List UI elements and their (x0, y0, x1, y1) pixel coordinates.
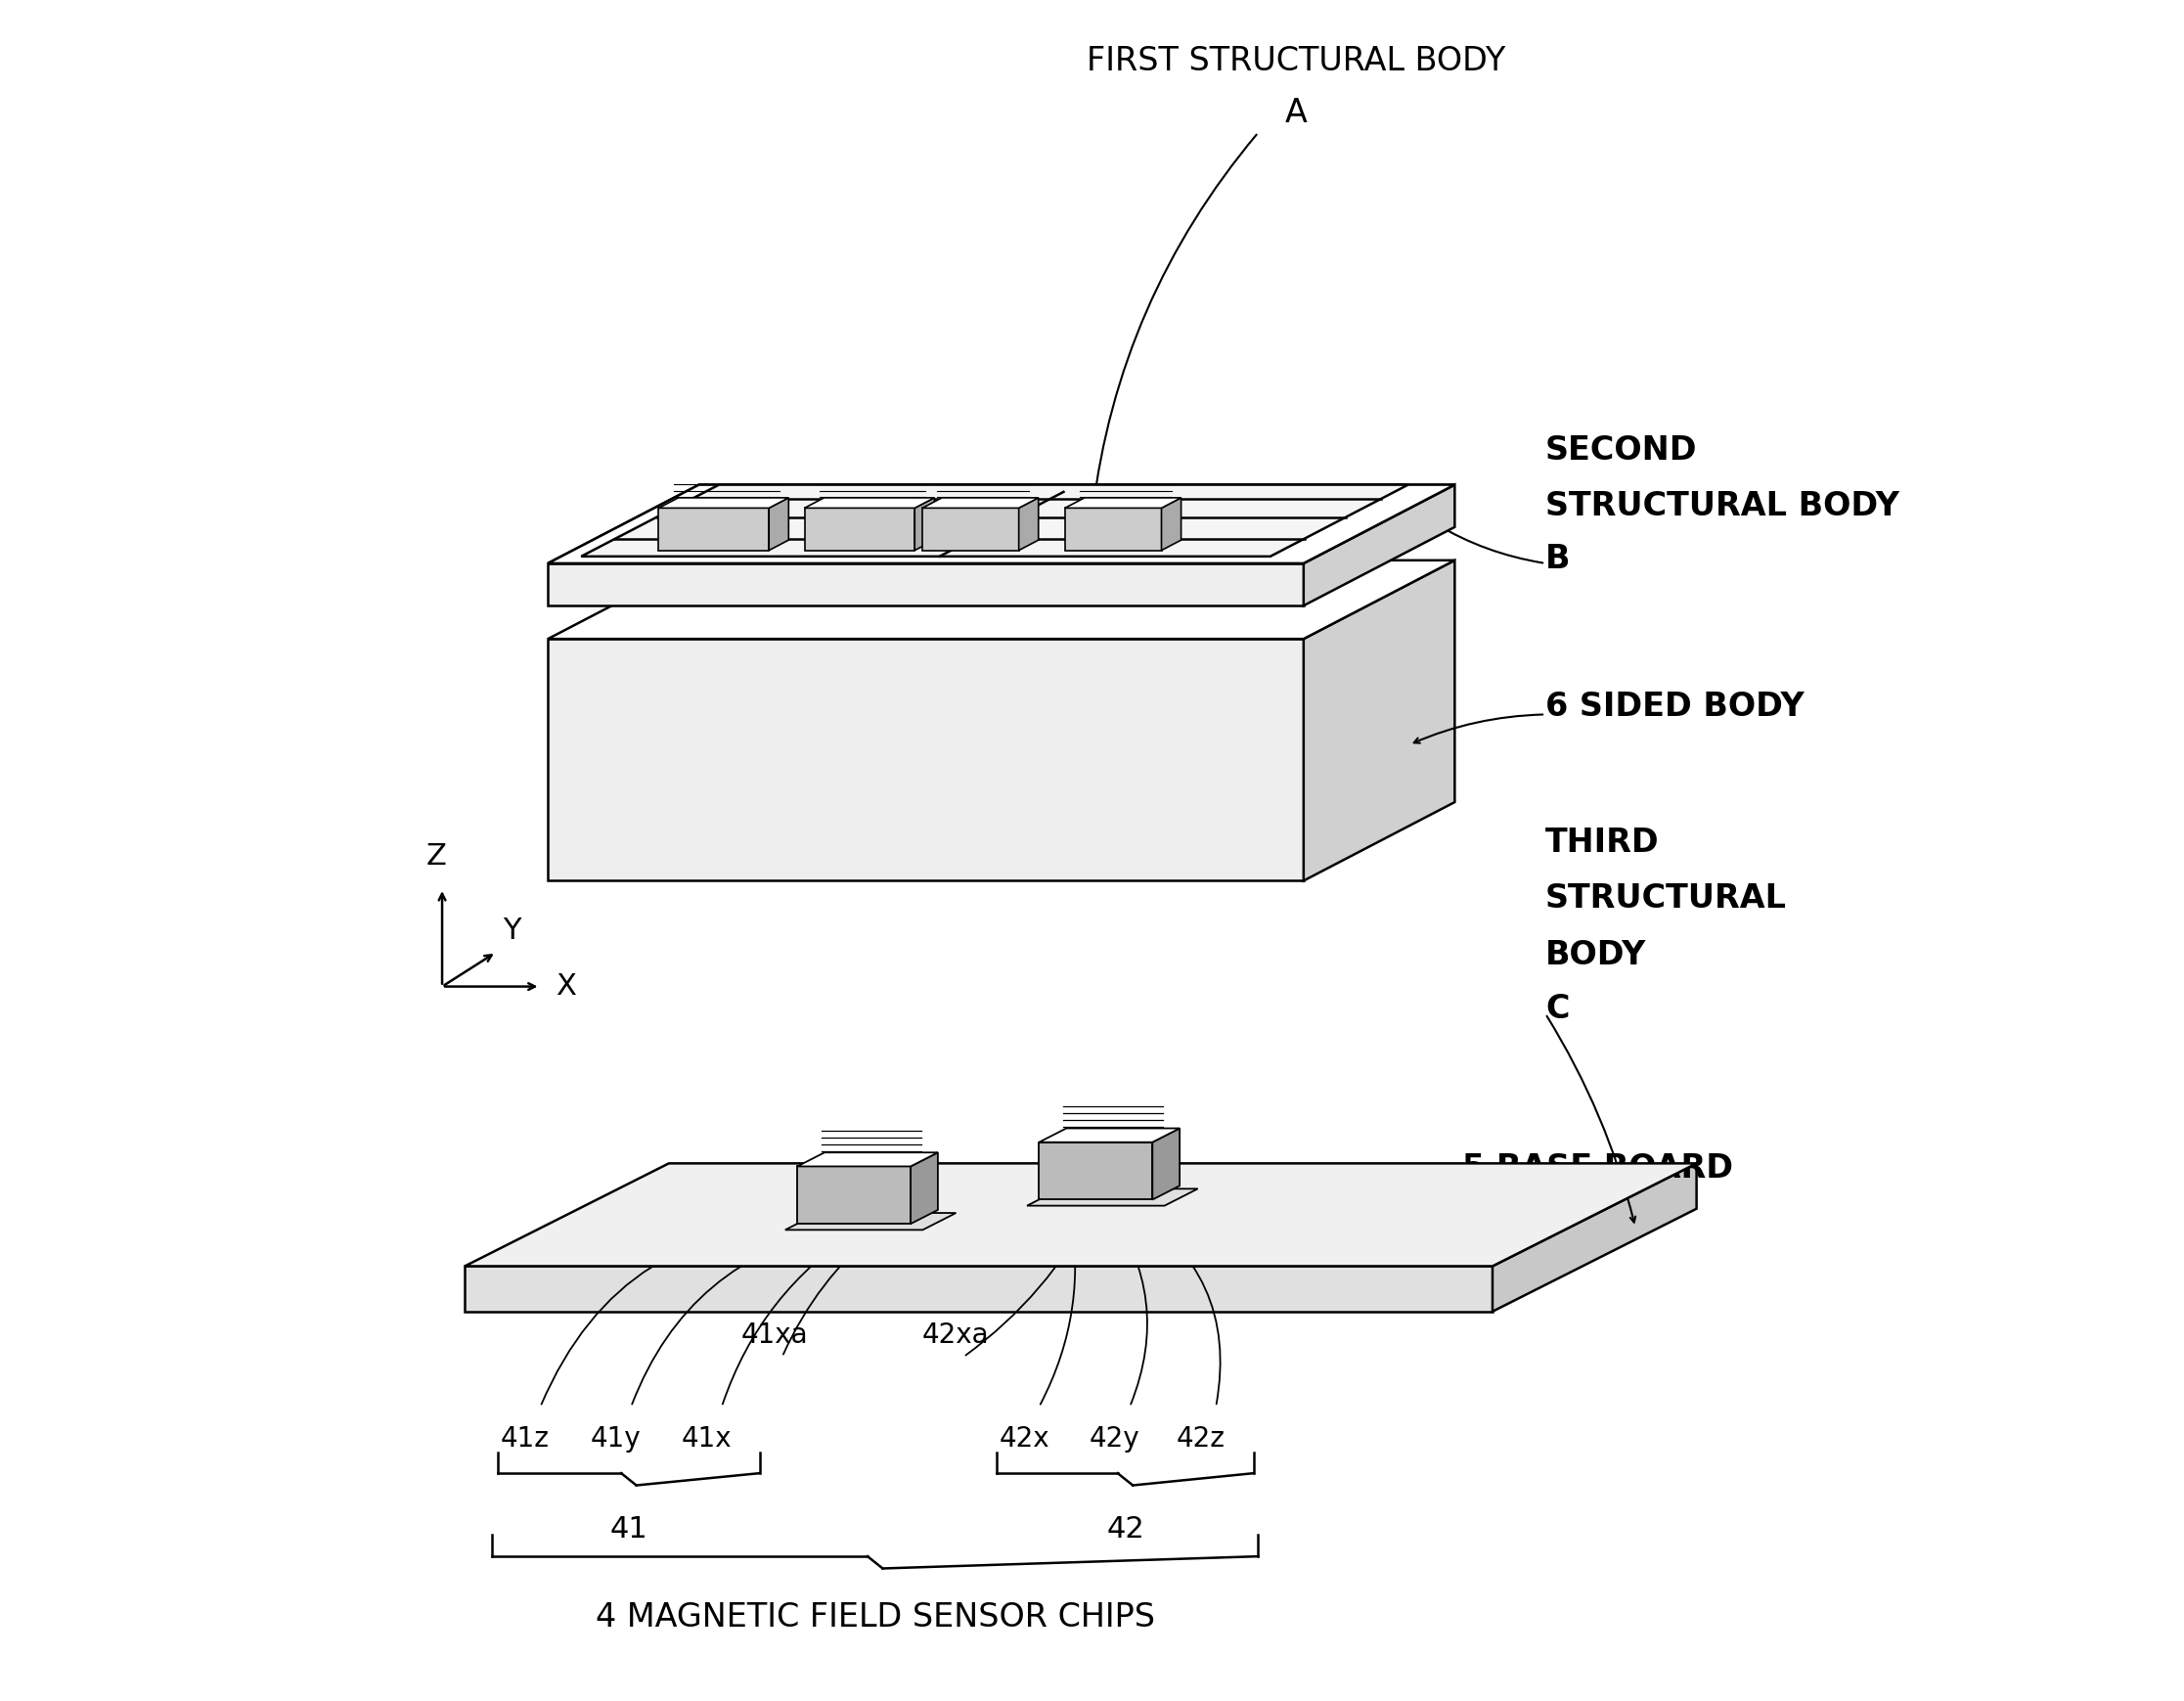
Text: 41xa: 41xa (740, 1322, 808, 1349)
Polygon shape (660, 498, 788, 509)
Polygon shape (797, 1167, 911, 1223)
Polygon shape (786, 1213, 957, 1230)
Text: 41z: 41z (500, 1425, 550, 1453)
Text: FIRST STRUCTURAL BODY: FIRST STRUCTURAL BODY (1088, 46, 1505, 78)
Polygon shape (1153, 1128, 1179, 1199)
Polygon shape (581, 485, 1409, 556)
Text: Y: Y (502, 917, 522, 946)
Polygon shape (1040, 1128, 1179, 1141)
Polygon shape (922, 498, 1037, 509)
Text: 42y: 42y (1090, 1425, 1140, 1453)
Polygon shape (548, 560, 1455, 640)
Polygon shape (804, 509, 915, 551)
Polygon shape (1304, 485, 1455, 606)
Polygon shape (797, 1153, 937, 1167)
Text: A: A (1284, 97, 1308, 129)
Polygon shape (548, 563, 1304, 606)
Polygon shape (548, 640, 1304, 881)
Polygon shape (548, 485, 1455, 563)
Polygon shape (1162, 498, 1182, 551)
Text: 4 MAGNETIC FIELD SENSOR CHIPS: 4 MAGNETIC FIELD SENSOR CHIPS (596, 1602, 1155, 1635)
Text: BODY: BODY (1546, 939, 1647, 971)
Text: 41y: 41y (590, 1425, 642, 1453)
Polygon shape (1040, 1141, 1153, 1199)
Polygon shape (769, 498, 788, 551)
Text: 41: 41 (609, 1516, 649, 1545)
Polygon shape (1026, 1189, 1197, 1206)
Polygon shape (1492, 1163, 1697, 1311)
Polygon shape (804, 498, 935, 509)
Text: SECOND: SECOND (1546, 434, 1697, 466)
Text: 42x: 42x (998, 1425, 1048, 1453)
Text: 42z: 42z (1177, 1425, 1225, 1453)
Polygon shape (915, 498, 935, 551)
Polygon shape (1066, 498, 1182, 509)
Text: THIRD: THIRD (1546, 827, 1660, 859)
Polygon shape (911, 1153, 937, 1223)
Polygon shape (922, 509, 1018, 551)
Text: B: B (1546, 543, 1570, 575)
Polygon shape (465, 1163, 1697, 1266)
Text: STRUCTURAL: STRUCTURAL (1546, 883, 1787, 915)
Polygon shape (660, 509, 769, 551)
Text: C: C (1546, 993, 1570, 1026)
Polygon shape (1304, 560, 1455, 881)
Text: Z: Z (426, 842, 446, 871)
Text: 41x: 41x (681, 1425, 732, 1453)
Polygon shape (548, 485, 1455, 563)
Text: 42: 42 (1107, 1516, 1144, 1545)
Text: STRUCTURAL BODY: STRUCTURAL BODY (1546, 490, 1900, 522)
Text: X: X (555, 973, 577, 1000)
Polygon shape (1018, 498, 1037, 551)
Text: 6 SIDED BODY: 6 SIDED BODY (1546, 691, 1804, 723)
Text: 42xa: 42xa (922, 1322, 989, 1349)
Polygon shape (1066, 509, 1162, 551)
Polygon shape (465, 1266, 1492, 1311)
Text: 5 BASE BOARD: 5 BASE BOARD (1463, 1152, 1734, 1184)
